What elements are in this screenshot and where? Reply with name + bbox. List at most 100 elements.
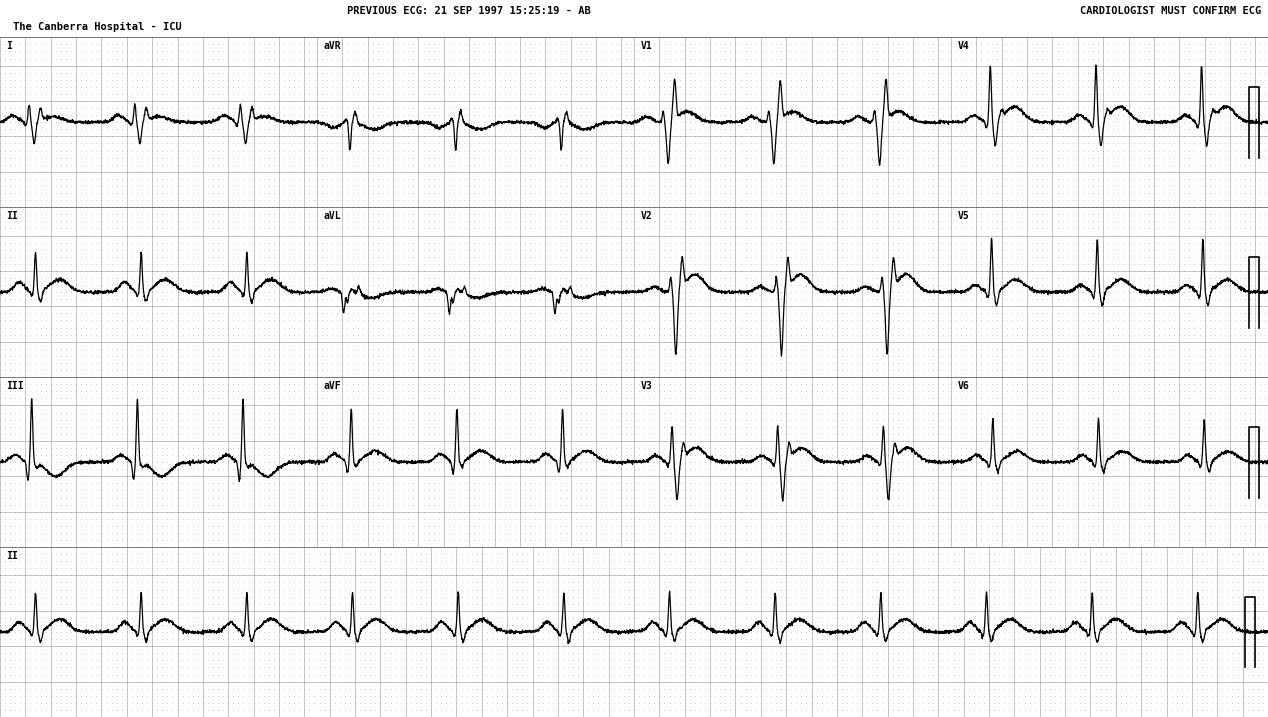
Point xyxy=(1118,286,1139,298)
Point xyxy=(591,478,611,489)
Point xyxy=(1113,244,1134,255)
Point xyxy=(812,627,832,637)
Point xyxy=(500,329,520,341)
Point xyxy=(61,485,81,496)
Point xyxy=(913,485,933,496)
Point xyxy=(208,428,228,440)
Point xyxy=(167,336,188,348)
Point xyxy=(781,329,801,341)
Point xyxy=(649,60,670,71)
Point xyxy=(1093,407,1113,418)
Point xyxy=(781,315,801,326)
Point xyxy=(741,541,761,553)
Point xyxy=(1108,244,1129,255)
Point xyxy=(51,322,71,333)
Point xyxy=(0,265,15,277)
Point xyxy=(1235,95,1255,107)
Point xyxy=(695,520,715,531)
Point xyxy=(837,265,857,277)
Point xyxy=(837,216,857,227)
Point xyxy=(360,662,380,673)
Point xyxy=(492,584,512,595)
Point xyxy=(459,258,479,270)
Point xyxy=(353,506,373,518)
Point xyxy=(596,187,616,199)
Point xyxy=(938,619,959,631)
Point xyxy=(254,371,274,383)
Point xyxy=(751,46,771,57)
Point xyxy=(259,633,279,645)
Point xyxy=(1255,293,1268,305)
Point xyxy=(193,450,213,461)
Point xyxy=(659,541,680,553)
Point xyxy=(183,619,203,631)
Point xyxy=(596,46,616,57)
Point xyxy=(847,428,867,440)
Point xyxy=(1194,393,1215,404)
Point xyxy=(1116,563,1136,574)
Point xyxy=(228,280,249,291)
Point xyxy=(510,166,530,178)
Point xyxy=(162,612,183,624)
Point xyxy=(1151,655,1172,666)
Point xyxy=(505,110,525,121)
Point xyxy=(238,598,259,609)
Point xyxy=(269,265,289,277)
Point xyxy=(249,308,269,319)
Point xyxy=(710,704,730,716)
Point xyxy=(624,53,644,65)
Point xyxy=(566,456,586,467)
Point xyxy=(320,576,340,588)
Point xyxy=(634,329,654,341)
Point xyxy=(456,549,477,560)
Point xyxy=(1012,88,1032,100)
Point xyxy=(695,598,715,609)
Point xyxy=(1025,711,1045,717)
Point xyxy=(127,145,147,156)
Point xyxy=(183,81,203,92)
Point xyxy=(249,541,269,553)
Point xyxy=(218,286,238,298)
Point xyxy=(555,350,576,361)
Point xyxy=(380,647,401,659)
Point xyxy=(46,152,66,163)
Point xyxy=(1167,612,1187,624)
Point xyxy=(619,704,639,716)
Point xyxy=(540,180,560,191)
Point xyxy=(801,549,822,560)
Point xyxy=(243,67,264,78)
Point xyxy=(639,46,659,57)
Point xyxy=(337,428,358,440)
Point xyxy=(378,67,398,78)
Point xyxy=(654,662,675,673)
Point xyxy=(923,463,943,475)
Point xyxy=(700,60,720,71)
Point xyxy=(254,627,274,637)
Point xyxy=(1179,194,1200,206)
Point xyxy=(1215,201,1235,213)
Point xyxy=(223,655,243,666)
Point xyxy=(243,180,264,191)
Point xyxy=(378,110,398,121)
Point xyxy=(223,541,243,553)
Point xyxy=(786,95,806,107)
Point xyxy=(761,598,781,609)
Point xyxy=(621,81,642,92)
Point xyxy=(685,329,705,341)
Point xyxy=(152,605,172,617)
Point xyxy=(1042,145,1063,156)
Point xyxy=(1027,145,1047,156)
Point xyxy=(606,123,626,135)
Point xyxy=(469,414,489,425)
Point xyxy=(269,647,289,659)
Point xyxy=(1007,293,1027,305)
Point xyxy=(223,280,243,291)
Point xyxy=(1063,450,1083,461)
Point xyxy=(903,315,923,326)
Point xyxy=(0,584,20,595)
Point xyxy=(322,216,342,227)
Point xyxy=(71,251,91,262)
Point xyxy=(659,563,680,574)
Point xyxy=(322,379,342,390)
Point xyxy=(127,697,147,708)
